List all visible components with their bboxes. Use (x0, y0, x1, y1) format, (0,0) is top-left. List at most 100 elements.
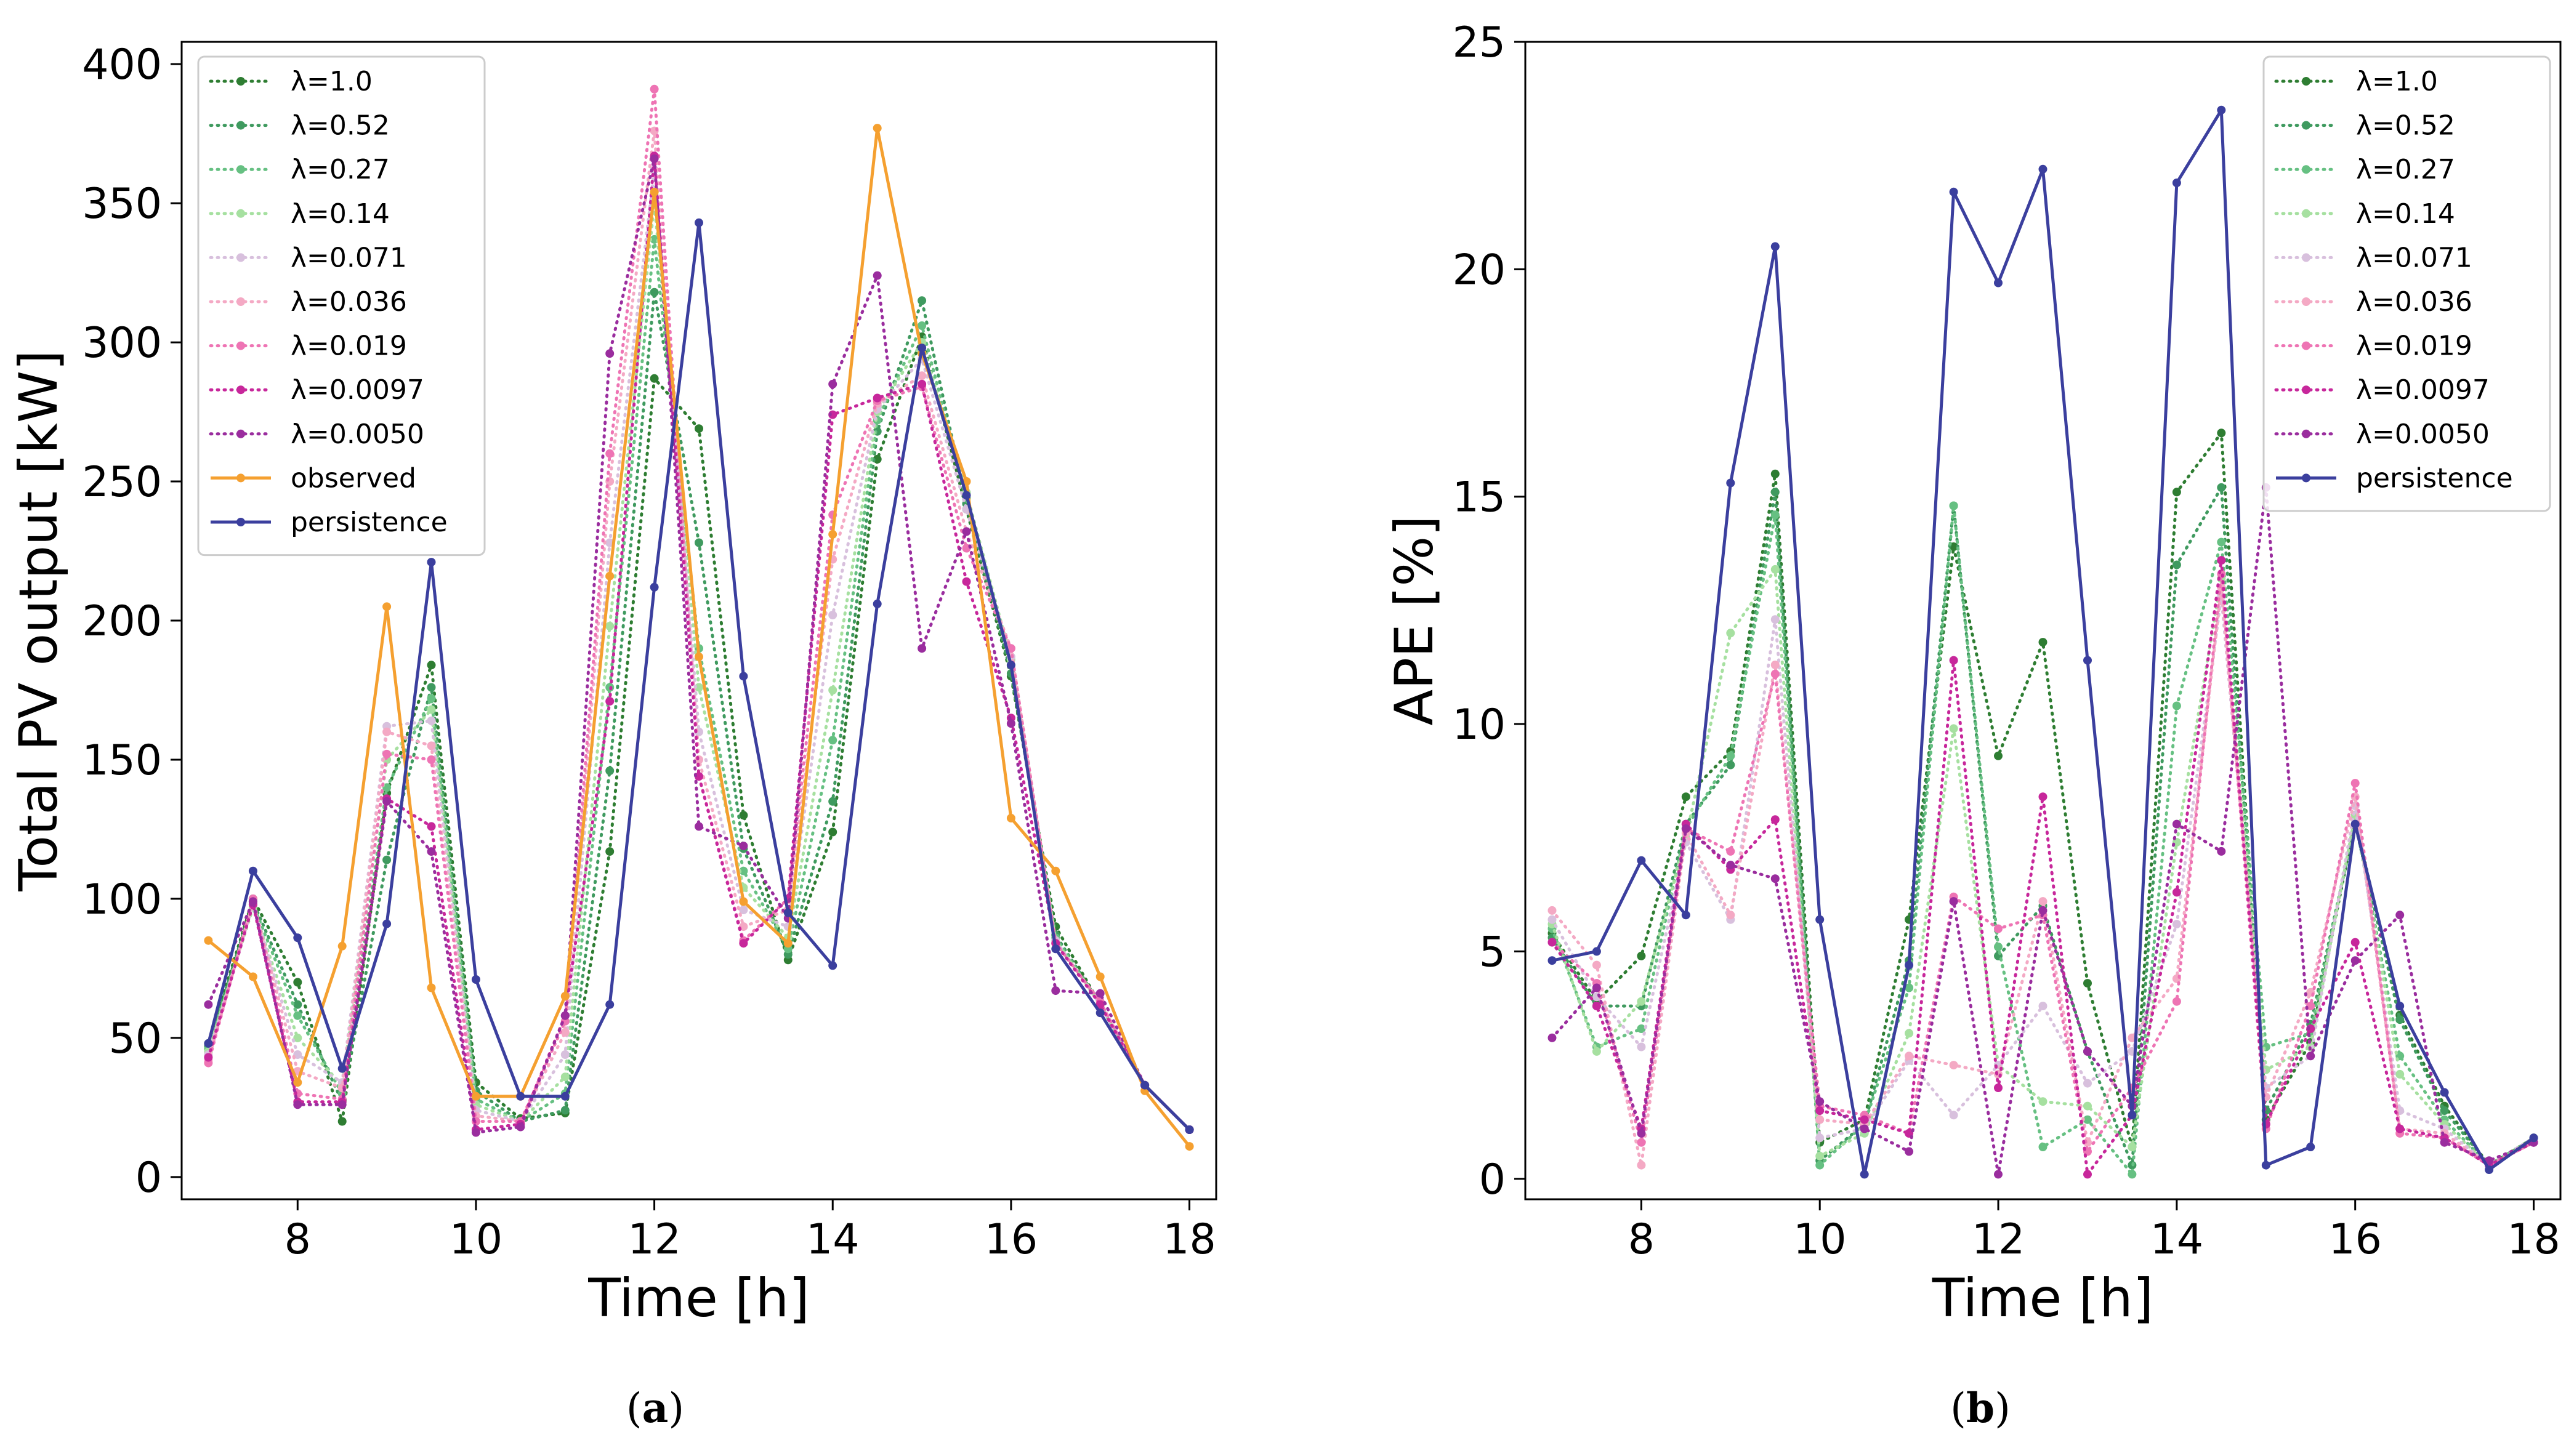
chart-b-series-persistence-point (2306, 1143, 2315, 1151)
chart-a-series-lambda-0_0050-point (248, 897, 257, 906)
chart-b-series-lambda-0_14-point (1770, 565, 1780, 574)
chart-a-series-persistence-point (1185, 1125, 1194, 1134)
chart-b-y-tick-label: 5 (1479, 928, 1506, 976)
chart-a-series-lambda-0_0097-point (204, 1053, 213, 1062)
chart-b-series-lambda-1_0-point (1637, 951, 1646, 960)
chart-b-legend-entry-lambda-0_019-label: λ=0.019 (2356, 331, 2472, 362)
chart-b-legend-entry-lambda-0_0050-marker (2302, 429, 2310, 438)
chart-b-x-axis-label: Time [h] (1932, 1268, 2153, 1329)
chart-a-series-lambda-0_0050-point (1051, 986, 1060, 995)
chart-b-series-persistence-point (2485, 1165, 2494, 1174)
chart-a-series-observed-point (1185, 1142, 1194, 1151)
chart-b-series-lambda-0_27-point (1726, 751, 1735, 760)
chart-a-series-observed-point (427, 983, 436, 992)
chart-b-legend-entry-lambda-0_27-marker (2302, 165, 2310, 174)
chart-b-series-lambda-0_27-point (2217, 537, 2226, 547)
chart-a-series-lambda-0_0050-point (293, 1100, 302, 1109)
chart-b-legend-entry-lambda-1_0-label: λ=1.0 (2356, 66, 2438, 97)
chart-a-series-lambda-1_0-point (427, 661, 436, 670)
chart-b-series-persistence-point (2261, 1160, 2270, 1170)
chart-b-series-lambda-0_019-point (1770, 669, 1780, 678)
chart-a-series-lambda-0_0097-point (873, 393, 882, 403)
chart-b-series-persistence-point (1905, 960, 1914, 970)
chart-a-series-observed-point (382, 602, 392, 611)
chart-a-series-lambda-0_14-point (293, 1033, 302, 1042)
chart-a-series-group (204, 84, 1194, 1151)
chart-a-series-lambda-0_019-point (650, 84, 659, 94)
chart-a-series-lambda-0_0050-point (204, 1000, 213, 1009)
chart-a-series-observed-point (650, 188, 659, 196)
chart-a-series-observed-point (1095, 972, 1105, 981)
chart-b-series-lambda-0_0097-point (2172, 888, 2181, 897)
chart-b-legend-entry-lambda-0_27-label: λ=0.27 (2356, 154, 2455, 185)
chart-a-pv-output: 8 10 12 14 16 18 0 50 100 150 200 250 300 350 400 Time … (8, 41, 1217, 1329)
chart-a-series-lambda-0_27-point (427, 694, 436, 703)
chart-b-series-lambda-0_0050-point (2440, 1138, 2449, 1147)
chart-b-legend-entry-lambda-0_0097-marker (2302, 385, 2310, 395)
chart-b-series-lambda-0_071-point (1547, 915, 1557, 924)
chart-b-series-persistence-point (1592, 947, 1601, 956)
chart-a-legend-entry-lambda-0_14-label: λ=0.14 (291, 198, 390, 230)
chart-b-series-lambda-0_036-point (1726, 911, 1735, 920)
chart-b-series-lambda-0_27-point (2038, 1143, 2048, 1151)
chart-a-series-persistence-point (382, 919, 392, 928)
chart-a-series-lambda-0_14-point (828, 686, 837, 694)
chart-b-series-lambda-0_0097-point (2395, 1124, 2405, 1133)
chart-a-series-lambda-0_27-point (828, 736, 837, 745)
chart-a-series-lambda-0_0050-point (382, 797, 392, 806)
chart-b-legend-entry-lambda-0_0097-label: λ=0.0097 (2356, 374, 2490, 406)
chart-a-series-lambda-0_0050-point (560, 1011, 570, 1020)
chart-b-legend-entry-lambda-0_071-marker (2302, 253, 2310, 262)
chart-a-legend-entry-lambda-0_071-label: λ=0.071 (291, 242, 407, 273)
chart-b-series-lambda-0_0050-point (1949, 897, 1958, 906)
chart-a-series-observed-point (695, 652, 703, 661)
chart-b-x-tick-label: 12 (1972, 1215, 2025, 1264)
chart-b-series-lambda-0_0097-point (1994, 1084, 2003, 1092)
chart-a-series-persistence-point (695, 218, 703, 227)
chart-a-series-lambda-0_0097-point (427, 822, 436, 831)
chart-a-series-lambda-0_52-point (560, 1106, 570, 1115)
chart-b-series-lambda-0_14-point (2395, 1069, 2405, 1079)
chart-b-series-lambda-0_071-point (1815, 1133, 1825, 1143)
chart-b-series-lambda-0_27-point (2172, 701, 2181, 710)
chart-a-series-lambda-0_0050-point (918, 644, 927, 653)
chart-a-legend-entry-lambda-0_071-marker (236, 253, 245, 262)
chart-a-series-persistence-point (918, 344, 927, 353)
chart-a-series-observed-point (204, 936, 213, 945)
chart-a-legend-entry-lambda-0_0050-marker (236, 429, 245, 438)
chart-a-series-lambda-0_019-point (382, 749, 392, 758)
chart-b-series-lambda-0_0050-point (1860, 1124, 1869, 1133)
chart-a-series-lambda-0_0050-point (695, 822, 703, 831)
chart-b-series-lambda-0_019-point (1726, 847, 1735, 856)
chart-a-legend-entry-lambda-0_52-label: λ=0.52 (291, 110, 390, 142)
chart-b-series-lambda-0_0050-point (2217, 847, 2226, 856)
chart-a-series-lambda-0_0050-point (1006, 719, 1015, 728)
chart-b-series-lambda-0_0097-point (1770, 815, 1780, 824)
chart-b-series-lambda-0_019-point (2172, 997, 2181, 1006)
chart-b-x-tick-label: 8 (1628, 1215, 1655, 1264)
chart-b-series-lambda-0_0050-point (2395, 911, 2405, 920)
chart-b-series-lambda-0_14-point (1637, 997, 1646, 1006)
chart-b-series-lambda-0_071-point (1770, 615, 1780, 624)
chart-a-y-tick-label: 200 (82, 597, 162, 646)
chart-a-series-lambda-0_0050-line (206, 157, 1192, 1134)
chart-a-legend-box (197, 55, 486, 557)
chart-b-series-lambda-0_14-point (1905, 1029, 1914, 1038)
chart-a-series-persistence-point (1051, 944, 1060, 954)
chart-b-series-lambda-0_071-point (2172, 920, 2181, 929)
chart-b-series-persistence-point (2529, 1133, 2538, 1143)
chart-a-series-lambda-0_14-point (427, 705, 436, 714)
chart-b-legend-entry-lambda-0_071-label: λ=0.071 (2356, 242, 2472, 273)
chart-a-series-observed-point (293, 1078, 302, 1087)
chart-b-legend-entry-lambda-0_019-marker (2302, 341, 2310, 350)
chart-b-series-persistence-point (1860, 1170, 1869, 1179)
chart-b-series-lambda-1_0-point (2217, 428, 2226, 438)
chart-a-series-observed-point (605, 571, 615, 581)
chart-a-series-lambda-0_0097-point (605, 697, 615, 706)
chart-a-x-tick-label: 10 (450, 1215, 503, 1264)
chart-a-series-persistence-point (873, 599, 882, 608)
chart-a-series-lambda-0_071-point (560, 1050, 570, 1059)
chart-b-series-lambda-0_0097-point (1860, 1115, 1869, 1124)
chart-b-series-persistence-point (2038, 164, 2048, 174)
chart-b-legend-entry-lambda-0_036-marker (2302, 297, 2310, 306)
